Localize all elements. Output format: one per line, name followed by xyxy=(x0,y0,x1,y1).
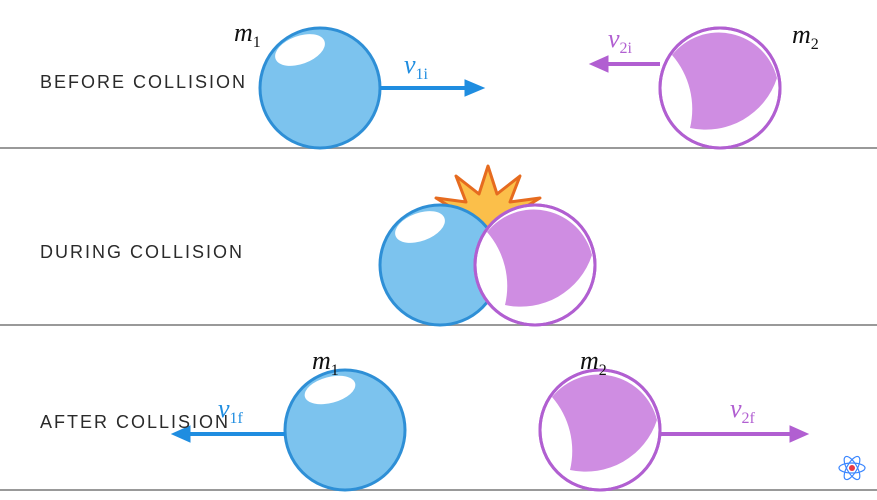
caption-after: AFTER COLLISION xyxy=(40,412,230,433)
ball1-before xyxy=(260,28,380,148)
ball2-during xyxy=(475,205,595,325)
ball1-after xyxy=(285,370,405,490)
vel-label-v1f: v1f xyxy=(218,394,243,428)
vel-label-v2i: v2i xyxy=(608,24,632,58)
caption-during: DURING COLLISION xyxy=(40,242,244,263)
mass-label-m2-before: m2 xyxy=(792,20,819,54)
vel-label-v1i: v1i xyxy=(404,50,428,84)
mass-label-m1-after: m1 xyxy=(312,346,339,380)
ball2-before xyxy=(660,28,780,148)
mass-label-m2-after: m2 xyxy=(580,346,607,380)
atom-icon xyxy=(839,454,865,482)
arrow-v2i xyxy=(590,56,660,72)
arrow-v1i xyxy=(380,80,484,96)
caption-before: BEFORE COLLISION xyxy=(40,72,247,93)
vel-label-v2f: v2f xyxy=(730,394,755,428)
mass-label-m1-before: m1 xyxy=(234,18,261,52)
arrow-v2f xyxy=(660,426,808,442)
ball2-after xyxy=(540,370,660,490)
